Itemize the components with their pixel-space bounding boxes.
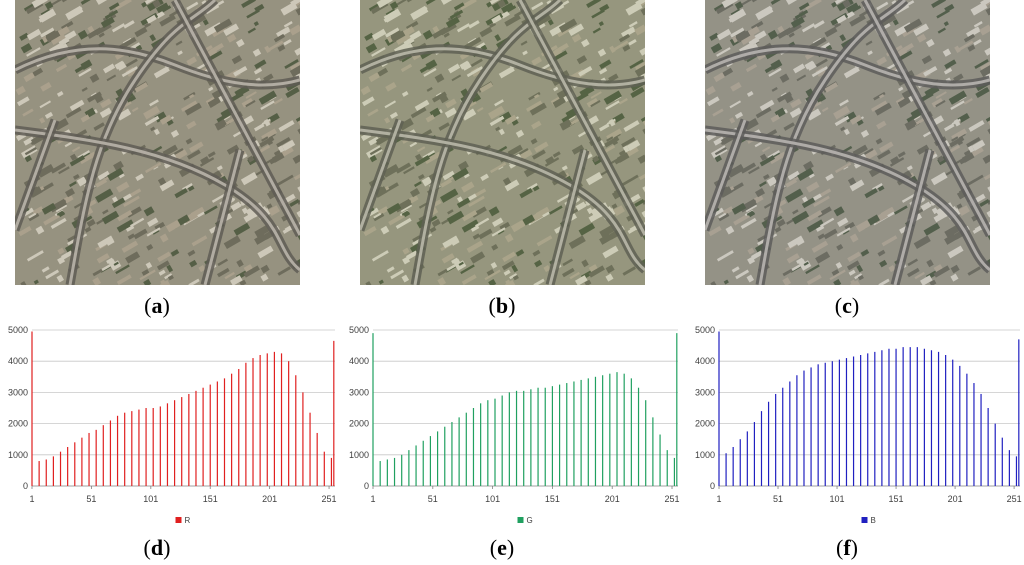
histogram-red: 0 1000 2000 3000 4000 5000 1 51 101 151 201 251 R bbox=[0, 322, 340, 527]
x-tick-label: 151 bbox=[889, 494, 904, 504]
aerial-image-a bbox=[15, 0, 300, 285]
legend-label: R bbox=[185, 516, 191, 525]
caption-f: (f) bbox=[836, 535, 858, 560]
y-tick-label: 5000 bbox=[695, 325, 715, 335]
x-tick-label: 101 bbox=[830, 494, 845, 504]
x-tick-label: 251 bbox=[665, 494, 680, 504]
caption-e: (e) bbox=[489, 535, 515, 560]
x-tick-label: 51 bbox=[86, 494, 96, 504]
x-tick-label: 101 bbox=[143, 494, 158, 504]
legend-label: G bbox=[527, 516, 533, 525]
caption-c: (c) bbox=[834, 293, 860, 318]
x-tick-label: 51 bbox=[773, 494, 783, 504]
y-tick-label: 1000 bbox=[695, 450, 715, 460]
histogram-green: 0 1000 2000 3000 4000 5000 1 51 101 151 201 251 G bbox=[340, 322, 685, 527]
y-tick-label: 0 bbox=[364, 481, 369, 491]
x-tick-label: 151 bbox=[203, 494, 218, 504]
x-tick-label: 151 bbox=[545, 494, 560, 504]
x-tick-label: 1 bbox=[716, 494, 721, 504]
x-tick-label: 101 bbox=[485, 494, 500, 504]
x-tick-label: 251 bbox=[322, 494, 337, 504]
y-tick-label: 2000 bbox=[8, 419, 28, 429]
x-tick-label: 201 bbox=[262, 494, 277, 504]
y-tick-label: 2000 bbox=[349, 419, 369, 429]
y-tick-label: 3000 bbox=[349, 387, 369, 397]
y-tick-label: 1000 bbox=[349, 450, 369, 460]
legend-swatch bbox=[175, 517, 182, 523]
x-tick-label: 1 bbox=[370, 494, 375, 504]
x-tick-label: 251 bbox=[1007, 494, 1022, 504]
y-tick-label: 0 bbox=[23, 481, 28, 491]
y-tick-label: 1000 bbox=[8, 450, 28, 460]
legend-swatch bbox=[861, 517, 868, 523]
aerial-image-b bbox=[360, 0, 645, 285]
x-tick-label: 1 bbox=[29, 494, 34, 504]
y-tick-label: 4000 bbox=[695, 356, 715, 366]
x-tick-label: 201 bbox=[948, 494, 963, 504]
legend-label: B bbox=[871, 516, 876, 525]
y-tick-label: 5000 bbox=[349, 325, 369, 335]
y-tick-label: 4000 bbox=[349, 356, 369, 366]
caption-b: (b) bbox=[488, 293, 516, 318]
y-tick-label: 5000 bbox=[8, 325, 28, 335]
y-tick-label: 3000 bbox=[8, 387, 28, 397]
x-tick-label: 51 bbox=[428, 494, 438, 504]
histogram-blue: 0 1000 2000 3000 4000 5000 1 51 101 151 201 251 B bbox=[685, 322, 1024, 527]
caption-d: (d) bbox=[143, 535, 171, 560]
caption-a: (a) bbox=[144, 293, 170, 318]
y-tick-label: 4000 bbox=[8, 356, 28, 366]
y-tick-label: 2000 bbox=[695, 419, 715, 429]
aerial-image-c bbox=[705, 0, 990, 285]
legend-swatch bbox=[517, 517, 524, 523]
y-tick-label: 3000 bbox=[695, 387, 715, 397]
x-tick-label: 201 bbox=[605, 494, 620, 504]
y-tick-label: 0 bbox=[710, 481, 715, 491]
